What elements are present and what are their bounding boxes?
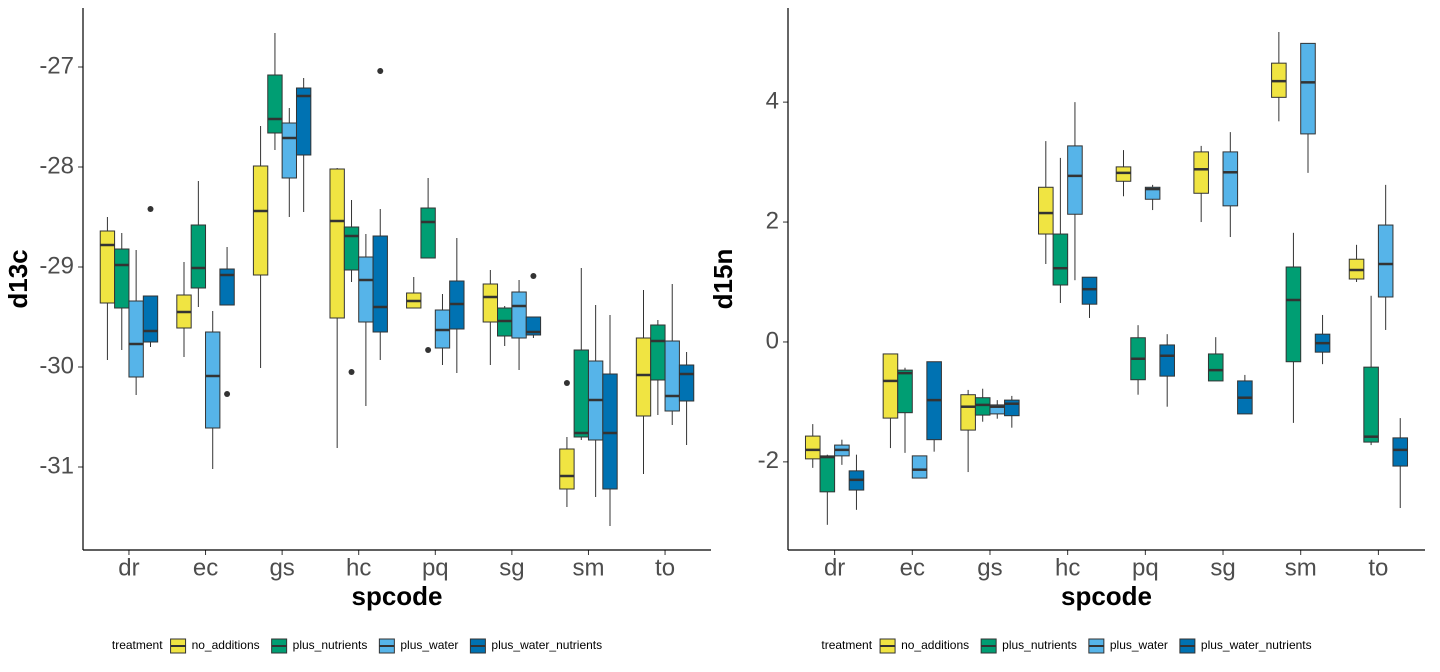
outlier bbox=[377, 68, 384, 74]
box bbox=[205, 331, 221, 429]
box bbox=[358, 256, 374, 323]
legend-title: treatment bbox=[112, 638, 163, 652]
legend-label: plus_nutrients bbox=[293, 638, 368, 652]
legend-label: plus_water bbox=[400, 638, 458, 652]
outlier bbox=[147, 206, 154, 212]
panel: -31 -30 -29 -28 -27 dr ec gs hc pq sg sm to spcode d13… bbox=[3, 8, 711, 654]
box bbox=[343, 226, 360, 271]
box bbox=[128, 300, 144, 378]
box bbox=[281, 122, 297, 179]
box bbox=[219, 268, 235, 306]
box bbox=[602, 373, 618, 490]
box bbox=[1300, 42, 1316, 135]
y-tick-label: -28 bbox=[39, 152, 74, 179]
panel: -2 0 2 4 dr ec gs hc pq sg sm to spcode d15n treatment… bbox=[708, 8, 1425, 654]
box bbox=[819, 455, 836, 493]
x-tick-label: sm bbox=[1285, 554, 1317, 581]
x-tick-label: gs bbox=[977, 554, 1002, 581]
x-tick-label: hc bbox=[1055, 554, 1080, 581]
outlier bbox=[530, 273, 537, 279]
box bbox=[99, 230, 116, 304]
box bbox=[372, 235, 388, 333]
box bbox=[525, 316, 542, 336]
y-tick-label: 0 bbox=[766, 327, 779, 354]
x-tick-label: sg bbox=[1210, 554, 1235, 581]
x-tick-label: to bbox=[1368, 554, 1388, 581]
box bbox=[1159, 344, 1175, 377]
box bbox=[1392, 437, 1409, 467]
box bbox=[911, 455, 928, 479]
x-tick-label: sg bbox=[499, 554, 524, 581]
x-tick-label: pq bbox=[1132, 554, 1159, 581]
box bbox=[1193, 151, 1209, 194]
box bbox=[329, 168, 345, 319]
x-tick-label: dr bbox=[824, 554, 845, 581]
x-tick-label: ec bbox=[193, 554, 218, 581]
box bbox=[1377, 224, 1394, 298]
box bbox=[1363, 366, 1379, 443]
y-tick-label: -2 bbox=[758, 447, 779, 474]
outlier bbox=[224, 391, 231, 397]
y-tick-label: -31 bbox=[39, 452, 74, 479]
box bbox=[1222, 151, 1239, 207]
box bbox=[650, 324, 666, 381]
box bbox=[190, 224, 207, 289]
box bbox=[882, 353, 899, 419]
legend-label: plus_nutrients bbox=[1002, 638, 1077, 652]
box bbox=[664, 340, 680, 412]
box bbox=[420, 207, 436, 259]
y-tick-label: -29 bbox=[39, 252, 74, 279]
box bbox=[1081, 276, 1098, 305]
outlier bbox=[425, 347, 432, 353]
box bbox=[559, 448, 575, 490]
x-tick-label: dr bbox=[118, 554, 139, 581]
box bbox=[1144, 186, 1161, 200]
y-tick-label: 2 bbox=[766, 207, 779, 234]
x-tick-label: pq bbox=[422, 554, 449, 581]
box bbox=[267, 74, 283, 134]
outlier bbox=[563, 380, 570, 386]
box bbox=[1207, 353, 1224, 382]
box bbox=[897, 369, 913, 414]
x-tick-label: ec bbox=[900, 554, 925, 581]
box bbox=[511, 291, 527, 339]
box bbox=[678, 364, 695, 402]
x-axis-title: spcode bbox=[351, 581, 442, 611]
box bbox=[960, 394, 976, 431]
legend: treatment no_additions plus_nutrients plus_… bbox=[112, 638, 602, 654]
box bbox=[252, 165, 269, 276]
legend-label: plus_water_nutrients bbox=[1201, 638, 1312, 652]
box bbox=[1285, 266, 1302, 363]
legend-label: plus_water bbox=[1110, 638, 1168, 652]
x-tick-label: to bbox=[655, 554, 675, 581]
x-axis-title: spcode bbox=[1061, 581, 1152, 611]
y-tick-label: -27 bbox=[39, 52, 74, 79]
legend-label: no_additions bbox=[192, 638, 260, 652]
x-tick-label: sm bbox=[572, 554, 604, 581]
y-tick-label: -30 bbox=[39, 352, 74, 379]
legend: treatment no_additions plus_nutrients plus_… bbox=[821, 638, 1312, 654]
y-axis-title: d13c bbox=[3, 249, 33, 308]
box bbox=[1052, 233, 1069, 286]
box bbox=[804, 435, 821, 460]
x-tick-label: hc bbox=[346, 554, 371, 581]
legend-label: no_additions bbox=[901, 638, 969, 652]
x-tick-label: gs bbox=[269, 554, 294, 581]
y-tick-label: 4 bbox=[766, 87, 779, 114]
box bbox=[142, 295, 159, 343]
box bbox=[573, 349, 589, 438]
box bbox=[1038, 186, 1054, 235]
box bbox=[114, 248, 130, 309]
legend-title: treatment bbox=[821, 638, 872, 652]
y-axis-title: d15n bbox=[708, 249, 738, 310]
box bbox=[295, 87, 312, 156]
box bbox=[1067, 145, 1083, 215]
box bbox=[974, 397, 991, 416]
box bbox=[635, 337, 652, 417]
outlier bbox=[348, 369, 355, 375]
box bbox=[1004, 399, 1020, 417]
legend-label: plus_water_nutrients bbox=[491, 638, 602, 652]
box bbox=[482, 283, 499, 323]
